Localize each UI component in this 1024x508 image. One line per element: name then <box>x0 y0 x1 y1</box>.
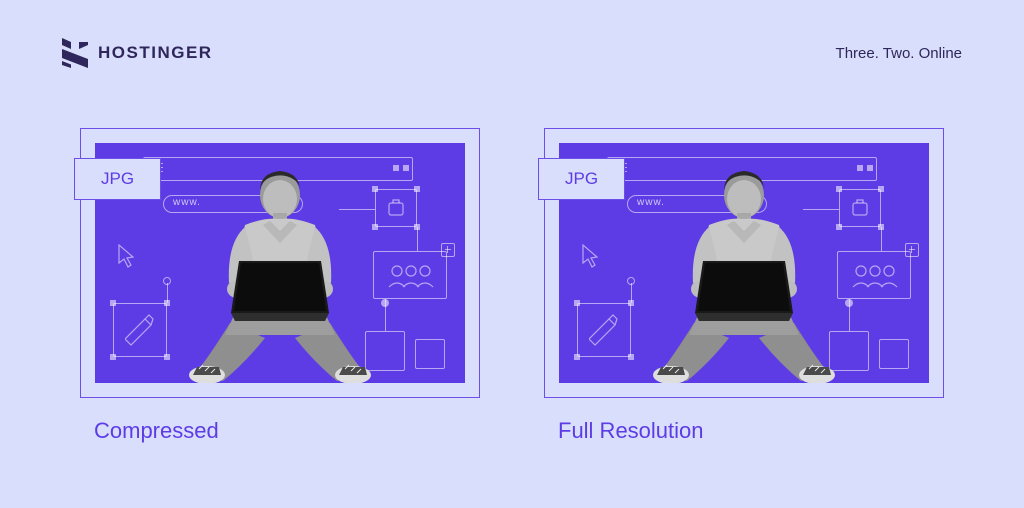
card-caption: Compressed <box>94 418 480 444</box>
person-illustration-icon <box>639 163 849 383</box>
card-full-resolution: JPG www. <box>544 128 944 444</box>
brand-logo: HOSTINGER <box>62 38 213 68</box>
header: HOSTINGER Three. Two. Online <box>62 38 962 68</box>
comparison-panels: JPG www. <box>80 128 944 444</box>
card-compressed: JPG www. <box>80 128 480 444</box>
brand-logo-icon <box>62 38 88 68</box>
card-caption: Full Resolution <box>558 418 944 444</box>
brand-name: HOSTINGER <box>98 43 213 63</box>
person-illustration-icon <box>175 163 385 383</box>
brand-tagline: Three. Two. Online <box>836 45 962 62</box>
format-badge: JPG <box>74 158 161 200</box>
format-badge: JPG <box>538 158 625 200</box>
